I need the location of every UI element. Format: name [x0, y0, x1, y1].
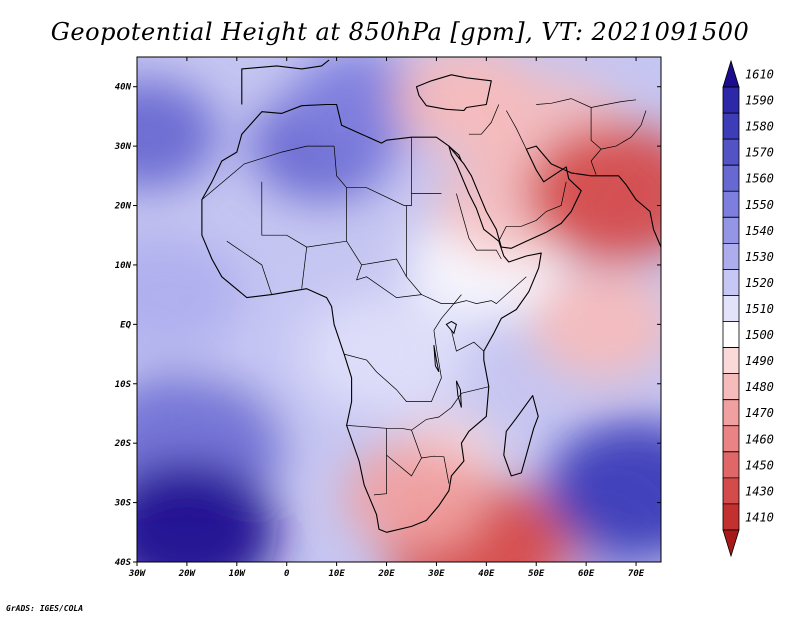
field-feature-6: [545, 420, 661, 561]
colorbar-segment: [722, 477, 740, 505]
colorbar-label: 1580: [745, 120, 774, 134]
colorbar-segment: [722, 269, 740, 296]
colorbar-label: 1450: [745, 458, 774, 472]
colorbar-label: 1530: [745, 250, 774, 264]
x-tick-label: 20W: [178, 569, 197, 579]
colorbar-segment: [722, 295, 740, 322]
colorbar-segment: [722, 425, 740, 453]
lake-0: [445, 320, 457, 335]
y-tick-label: 10N: [115, 261, 132, 271]
colorbar-label: 1480: [745, 380, 774, 394]
field-feature-3: [525, 123, 661, 264]
africa-coastline: [201, 103, 542, 533]
colorbar-segment: [722, 399, 740, 427]
colorbar-label: 1540: [745, 224, 774, 238]
x-tick-label: 10E: [328, 569, 345, 579]
colorbar-segment: [722, 138, 740, 166]
europe-coastline: [241, 59, 330, 105]
colorbar-label: 1430: [745, 484, 774, 498]
red-sea-coast: [448, 145, 462, 162]
y-tick-label: 30S: [114, 499, 132, 509]
colorbar-label: 1510: [745, 302, 774, 316]
field-feature-9: [529, 269, 661, 380]
y-tick-label: 20N: [114, 202, 132, 212]
plot-area: [136, 56, 662, 563]
field-feature-5: [137, 462, 278, 562]
colorbar-segment: [722, 347, 740, 375]
axes: 30W 20W 10W 0 10E 20E 30E 40E 50E 60E 70E 40S 30S 20S…: [114, 57, 661, 579]
x-tick-label: 30W: [128, 569, 147, 579]
colorbar-segment: [722, 373, 740, 401]
colorbar-label: 1500: [745, 328, 774, 342]
lake-2: [455, 380, 462, 408]
y-tick-label: EQ: [120, 320, 131, 330]
colorbar-segment: [722, 451, 740, 479]
x-tick-label: 20E: [377, 569, 395, 579]
madagascar-coastline: [503, 395, 539, 477]
colorbar-label: 1550: [745, 198, 774, 212]
field-feature-8: [344, 441, 488, 552]
turkey-coastline: [415, 74, 492, 112]
colorbar-segment: [722, 112, 740, 140]
lake-1: [433, 345, 440, 373]
credit-label: GrADS: IGES/COLA: [6, 604, 84, 613]
colorbar-label: 1570: [745, 146, 774, 160]
colorbar-label: 1520: [745, 276, 774, 290]
y-tick-label: 20S: [114, 439, 132, 449]
colorbar-label: 1470: [745, 406, 774, 420]
colorbar-segment: [722, 321, 740, 348]
colorbar-segment: [722, 86, 740, 114]
field-feature-1: [290, 57, 434, 160]
colorbar-label: 1560: [745, 172, 774, 186]
chart-title: Geopotential Height at 850hPa [gpm], VT:…: [50, 18, 750, 46]
colorbar-label: 1590: [745, 94, 774, 108]
arabia-coastline: [448, 145, 661, 249]
x-tick-label: 50E: [528, 569, 545, 579]
colorbar-label: 1410: [745, 510, 774, 524]
colorbar-segment: [722, 242, 740, 270]
y-tick-label: 40S: [115, 558, 132, 568]
x-tick-label: 70E: [628, 569, 645, 579]
x-tick-label: 30E: [427, 569, 445, 579]
colorbar-segment: [722, 216, 740, 244]
y-tick-label: 30N: [114, 142, 132, 152]
x-tick-label: 0: [284, 569, 290, 579]
colorbar-label: 1460: [745, 432, 774, 446]
plot-frame: [136, 56, 662, 563]
colorbar-segment: [722, 164, 740, 192]
y-tick-label: 10S: [115, 380, 132, 390]
field-feature-2: [137, 79, 219, 190]
y-tick-label: 40N: [115, 83, 132, 93]
colorbar-label: 1610: [745, 68, 774, 82]
country-borders: [201, 98, 647, 496]
colorbar: 1610 1590 1580 1570 1560 1550 1540 1530 1520 1510…: [722, 59, 774, 558]
x-tick-label: 40E: [478, 569, 495, 579]
colorbar-segment: [722, 59, 740, 88]
x-tick-label: 60E: [578, 569, 595, 579]
colorbar-segment: [722, 529, 740, 558]
colorbar-segment: [722, 190, 740, 218]
x-tick-label: 10W: [229, 569, 247, 579]
colorbar-label: 1490: [745, 354, 774, 368]
colorbar-segment: [722, 503, 740, 531]
